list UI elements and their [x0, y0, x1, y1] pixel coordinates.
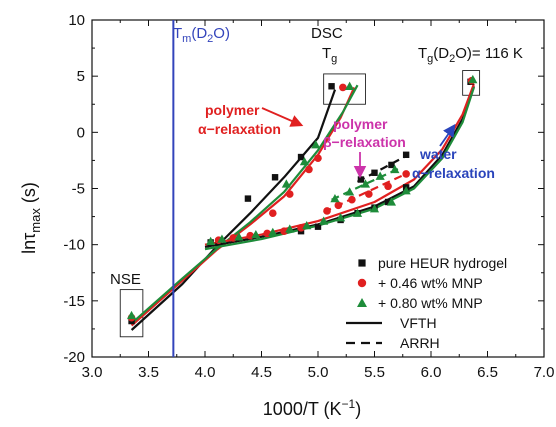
data-point-triangle: [360, 179, 371, 188]
data-point-triangle: [234, 232, 244, 241]
data-point-square: [371, 169, 378, 176]
vfth-fit-curve: [130, 89, 337, 331]
data-point-square: [244, 195, 252, 202]
x-tick-label: 4.5: [251, 364, 272, 381]
data-point-circle: [280, 227, 288, 235]
x-axis-title: 1000/T (K−1): [263, 397, 361, 419]
legend-marker-square: [358, 259, 366, 267]
vfth-fit-curve: [204, 87, 475, 251]
nse-label: NSE: [110, 271, 141, 288]
data-point-triangle: [468, 74, 478, 84]
data-point-circle: [402, 170, 410, 178]
data-point-square: [384, 198, 392, 206]
tm-label: Tm(D2O): [173, 25, 230, 45]
data-point-circle: [305, 165, 313, 174]
y-axis-title: lnτmax (s): [19, 182, 43, 254]
data-point-triangle: [217, 234, 227, 243]
y-tick-label: 0: [77, 124, 85, 141]
dsc-tg-label: Tg: [322, 45, 337, 65]
polymer-alpha-label-2: α−relaxation: [198, 121, 281, 137]
legend-marker-triangle: [357, 298, 367, 307]
y-tick-label: 10: [68, 12, 85, 29]
data-point-triangle: [345, 187, 355, 196]
water-alpha-label: water: [419, 146, 457, 162]
vfth-fit-curve: [130, 84, 359, 325]
data-point-square: [328, 83, 335, 90]
legend-marker-circle: [357, 278, 367, 288]
vfth-fit-curve: [130, 86, 356, 327]
legend-label: + 0.46 wt% MNP: [378, 275, 483, 291]
legend-label: ARRH: [400, 335, 440, 351]
arrhenius-fit-line: [356, 153, 409, 183]
data-point-circle: [323, 207, 331, 215]
data-point-triangle: [285, 224, 295, 233]
data-point-circle: [297, 224, 305, 232]
data-point-triangle: [352, 208, 363, 217]
data-point-circle: [285, 190, 294, 198]
data-point-triangle: [319, 216, 329, 225]
data-point-triangle: [206, 236, 216, 245]
axis-ticks-layer: 3.0 3.5 4.0 4.5 5.0 5.5 6.0 6.5 7.0 -20 -15 -10 -5 0 5…: [63, 12, 554, 381]
dsc-label: DSC: [311, 25, 343, 42]
data-point-triangle: [390, 164, 400, 174]
legend-label: VFTH: [400, 315, 437, 331]
data-point-triangle: [311, 140, 321, 149]
data-point-square: [388, 161, 395, 169]
region-box: [323, 73, 366, 105]
data-point-square: [357, 176, 365, 183]
data-point-triangle: [126, 310, 137, 320]
x-tick-label: 7.0: [534, 364, 555, 381]
x-tick-label: 5.0: [308, 364, 329, 381]
x-tick-label: 3.0: [82, 364, 103, 381]
data-point-triangle: [369, 204, 380, 213]
polymer-beta-label-2: β−relaxation: [323, 134, 406, 150]
x-tick-label: 4.0: [195, 364, 216, 381]
y-tick-label: -5: [72, 181, 85, 198]
y-tick-label: -20: [63, 349, 85, 366]
x-tick-label: 3.5: [138, 364, 159, 381]
data-point-circle: [314, 154, 322, 162]
data-point-triangle: [330, 194, 340, 203]
x-tick-label: 6.5: [477, 364, 498, 381]
data-point-triangle: [299, 156, 310, 166]
data-point-triangle: [345, 81, 355, 90]
polymer-alpha-arrow: [261, 107, 304, 127]
data-point-circle: [365, 190, 373, 198]
data-point-triangle: [302, 220, 312, 230]
data-point-circle: [269, 209, 277, 218]
data-point-square: [314, 223, 322, 230]
polymer-beta-label: polymer: [333, 116, 388, 132]
data-point-triangle: [251, 229, 261, 239]
fit-curves-layer: [130, 83, 475, 331]
data-point-triangle: [375, 171, 385, 180]
data-points-layer: [126, 74, 478, 325]
water-tg-label: Tg(D2O)= 116 K: [418, 45, 523, 65]
data-point-triangle: [281, 179, 291, 188]
data-point-triangle: [268, 227, 278, 236]
data-point-circle: [348, 195, 356, 204]
polymer-alpha-label: polymer: [205, 102, 260, 118]
y-tick-label: -15: [63, 293, 85, 310]
y-tick-label: 5: [77, 68, 85, 85]
data-point-circle: [334, 201, 343, 210]
legend-label: + 0.80 wt% MNP: [378, 295, 483, 311]
legend: pure HEUR hydrogel + 0.46 wt% MNP + 0.80 w…: [346, 255, 507, 351]
data-point-triangle: [386, 197, 397, 206]
x-tick-label: 5.5: [364, 364, 385, 381]
data-point-square: [271, 174, 279, 181]
y-tick-label: -10: [63, 237, 85, 254]
data-point-circle: [384, 182, 392, 191]
water-alpha-arrow: [439, 123, 456, 147]
data-point-triangle: [336, 213, 346, 222]
x-tick-label: 6.0: [421, 364, 442, 381]
data-point-square: [297, 153, 305, 161]
legend-label: pure HEUR hydrogel: [378, 255, 507, 271]
data-point-circle: [339, 83, 347, 92]
data-point-triangle: [401, 186, 411, 195]
water-alpha-label-2: α−relaxation: [412, 165, 495, 181]
data-point-square: [402, 151, 410, 158]
